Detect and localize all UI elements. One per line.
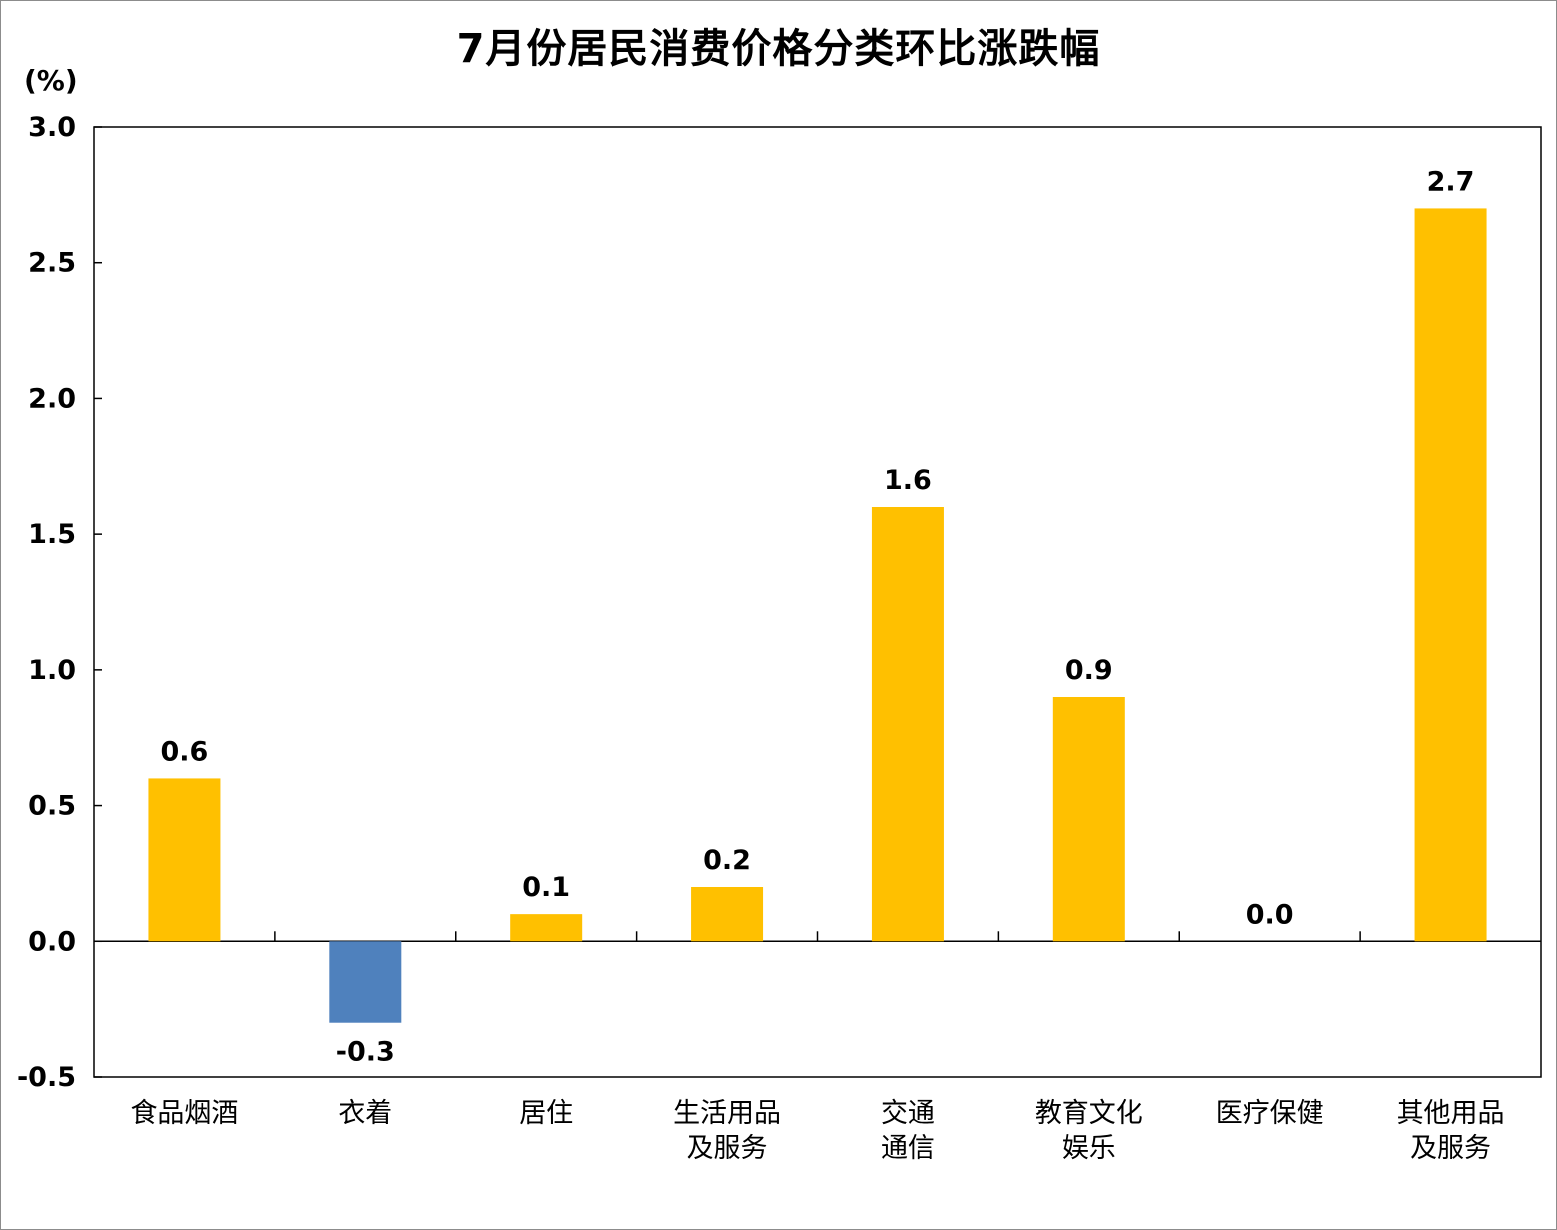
data-label: 0.6 (161, 736, 209, 767)
x-category-label: 交通 (881, 1098, 935, 1129)
x-category-label: 及服务 (687, 1133, 768, 1164)
x-category-label: 食品烟酒 (130, 1098, 238, 1129)
bar (871, 507, 944, 942)
y-tick-label: -0.5 (17, 1062, 76, 1093)
data-label: 0.1 (522, 872, 570, 903)
y-tick-label: 1.0 (28, 655, 76, 686)
x-category-label: 其他用品 (1397, 1098, 1505, 1129)
data-label: 2.7 (1427, 166, 1475, 197)
y-tick-label: 3.0 (28, 112, 76, 143)
bar (510, 914, 583, 942)
data-label: 0.2 (703, 845, 751, 876)
y-tick-label: 1.5 (28, 519, 76, 550)
plot-area-border (93, 126, 1542, 1078)
data-label: 0.9 (1065, 655, 1113, 686)
bar (1414, 208, 1487, 942)
x-category-label: 及服务 (1410, 1133, 1491, 1164)
bar (329, 941, 402, 1023)
data-label: -0.3 (336, 1037, 395, 1068)
bar (1052, 697, 1125, 942)
x-category-label: 通信 (881, 1133, 935, 1164)
y-tick-label: 2.0 (28, 383, 76, 414)
bar (148, 778, 221, 942)
x-category-label: 娱乐 (1062, 1133, 1116, 1164)
data-label: 0.0 (1246, 899, 1294, 930)
x-category-label: 衣着 (338, 1098, 392, 1129)
y-tick-label: 0.5 (28, 791, 76, 822)
y-tick-label: 0.0 (28, 926, 76, 957)
chart-title: 7月份居民消费价格分类环比涨跌幅 (456, 26, 1101, 72)
y-axis-unit: (%) (24, 64, 78, 97)
x-category-label: 居住 (519, 1098, 573, 1129)
data-label: 1.6 (884, 465, 932, 496)
x-category-label: 生活用品 (673, 1098, 781, 1129)
bar (691, 887, 764, 942)
x-category-label: 医疗保健 (1216, 1098, 1324, 1129)
y-tick-label: 2.5 (28, 248, 76, 279)
x-category-label: 教育文化 (1035, 1098, 1143, 1129)
